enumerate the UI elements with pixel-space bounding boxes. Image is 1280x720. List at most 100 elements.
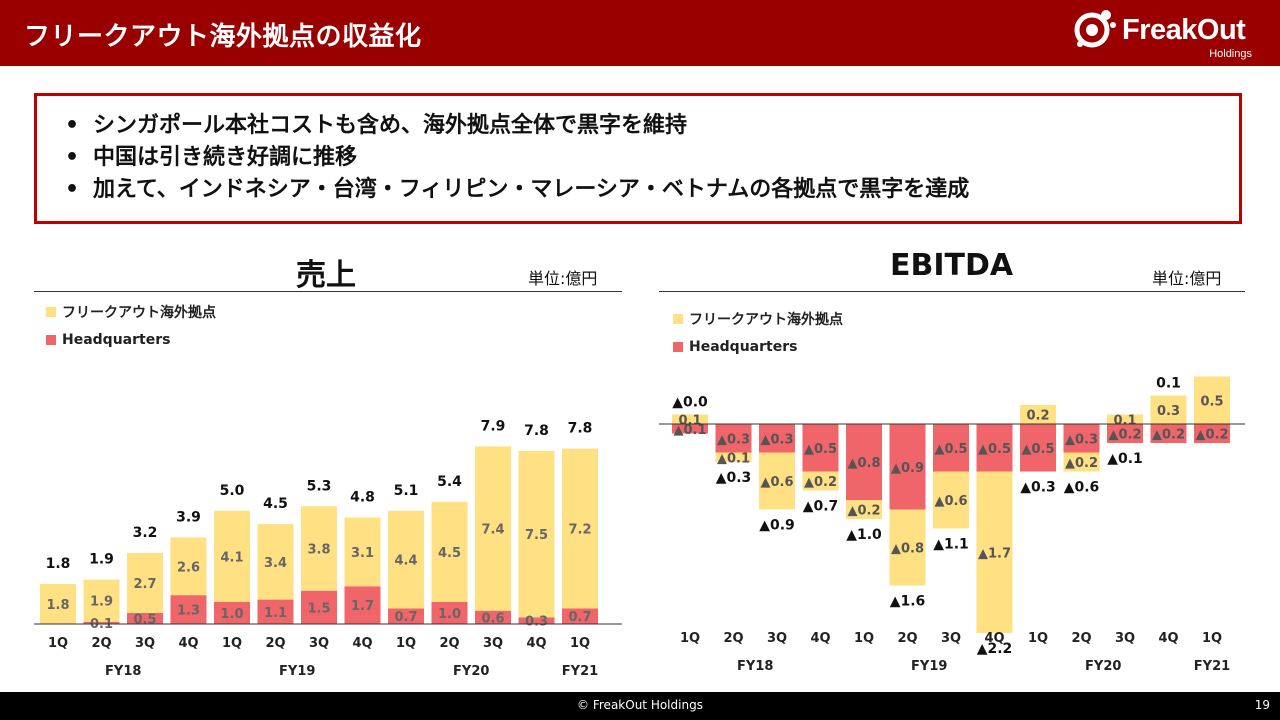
data-label-hq: ▲0.1 [673,423,706,438]
bar-overseas [127,552,163,613]
ebitda-chart: ▲0.10.1▲0.01Q▲0.3▲0.1▲0.32Q▲0.3▲0.6▲0.93… [659,370,1245,674]
legend-label: フリークアウト海外拠点 [689,312,843,328]
x-group-label: FY21 [1194,659,1230,674]
data-label-overseas: 0.1 [678,413,701,428]
x-group-label: FY21 [562,664,598,679]
data-label-hq: ▲0.5 [934,442,967,457]
data-label-overseas: 7.4 [481,523,504,538]
data-label-hq: 0.6 [481,611,504,626]
data-label-overseas: ▲0.8 [891,542,924,557]
sales-chart-title: 売上 [296,258,356,293]
data-label-overseas: 0.1 [1113,413,1136,428]
legend-swatch-overseas [46,307,56,317]
bar-hq [846,424,882,500]
copyright: © FreakOut Holdings [577,698,703,712]
data-label-overseas: ▲0.1 [717,451,750,466]
legend-label: フリークアウト海外拠点 [62,305,216,321]
data-label-overseas: ▲1.7 [978,546,1011,561]
x-tick-label: 1Q [854,631,874,646]
sales-legend: フリークアウト海外拠点 Headquarters [46,298,216,354]
bar-overseas [257,524,294,600]
bar-hq [301,590,337,624]
x-tick-label: 4Q [810,631,830,646]
data-label-total: 5.4 [437,474,462,490]
data-label-overseas: ▲0.6 [760,475,793,490]
x-tick-label: 2Q [439,636,459,651]
x-group-label: FY20 [453,664,489,679]
data-label-hq: ▲0.5 [804,442,837,457]
bar-overseas [672,414,708,424]
x-tick-label: 1Q [396,636,416,651]
bar-overseas [388,510,424,609]
data-label-hq: 0.5 [133,612,156,627]
x-group-label: FY18 [105,664,141,679]
bar-hq [1020,424,1056,472]
data-label-total: 0.1 [1156,376,1181,392]
data-label-total: 7.8 [568,421,593,437]
page-number: 19 [1254,698,1270,712]
data-label-hq: ▲0.2 [1108,428,1141,443]
bar-hq [344,586,381,624]
legend-item-hq: Headquarters [673,333,843,361]
ebitda-chart-title: EBITDA [890,248,1014,283]
data-label-overseas: ▲0.2 [804,475,837,490]
bar-overseas [933,471,969,529]
data-label-overseas: 3.8 [307,543,330,558]
data-label-total: ▲1.6 [890,594,926,610]
sales-unit-label: 単位:億円 [528,269,598,288]
data-label-total: ▲0.3 [1020,480,1056,496]
data-label-hq: ▲0.3 [760,432,793,447]
data-label-hq: ▲0.5 [1021,442,1054,457]
data-label-overseas: 0.3 [1157,404,1180,419]
bar-hq [388,608,424,624]
x-tick-label: 2Q [265,636,285,651]
legend-item-overseas: フリークアウト海外拠点 [46,298,216,326]
x-tick-label: 3Q [767,631,787,646]
x-tick-label: 1Q [570,636,590,651]
x-group-label: FY20 [1085,659,1121,674]
data-label-overseas: 4.4 [394,554,417,569]
x-tick-label: 1Q [1028,631,1048,646]
ebitda-title-rule [659,291,1245,292]
bullet-item: 加えて、インドネシア・台湾・フィリピン・マレーシア・ベトナムの各拠点で黒字を達成 [65,174,1239,206]
x-tick-label: 2Q [91,636,111,651]
bar-hq [933,424,969,472]
bar-overseas [802,471,839,491]
data-label-hq: 1.5 [307,601,330,616]
bar-hq [1150,424,1187,443]
x-tick-label: 4Q [984,631,1004,646]
data-label-total: 5.1 [394,483,419,499]
x-tick-label: 3Q [941,631,961,646]
logo-text: FreakOut [1122,14,1246,46]
freakout-logo-icon [1074,10,1116,48]
bar-overseas [1063,452,1100,472]
x-group-label: FY18 [737,659,773,674]
legend-item-hq: Headquarters [46,326,216,354]
data-label-hq: ▲0.5 [978,442,1011,457]
data-label-total: 7.9 [481,418,506,434]
data-label-hq: 0.3 [525,615,548,630]
data-label-total: ▲0.9 [759,518,795,534]
bar-hq [214,601,250,624]
data-label-total: 4.8 [350,489,375,505]
x-group-label: FY19 [279,664,315,679]
bar-overseas [301,506,337,591]
data-label-total: ▲0.6 [1064,480,1100,496]
logo-subtext: Holdings [1209,48,1252,60]
bar-overseas [40,584,76,624]
data-label-hq: ▲0.9 [891,461,924,476]
bar-hq [715,424,752,453]
page-title: フリークアウト海外拠点の収益化 [24,22,422,52]
data-label-total: ▲1.0 [846,527,882,543]
data-label-hq: 0.7 [568,610,591,625]
summary-box: シンガポール本社コストも含め、海外拠点全体で黒字を維持 中国は引き続き好調に推移… [34,93,1242,224]
x-tick-label: 3Q [135,636,155,651]
data-label-overseas: ▲0.6 [934,494,967,509]
bar-overseas [715,452,752,462]
data-label-total: ▲2.2 [977,641,1013,657]
legend-label: Headquarters [689,339,798,355]
bar-overseas [170,537,207,596]
data-label-hq: 0.7 [394,610,417,625]
data-label-total: 7.8 [524,423,549,439]
data-label-overseas: 7.5 [525,528,548,543]
